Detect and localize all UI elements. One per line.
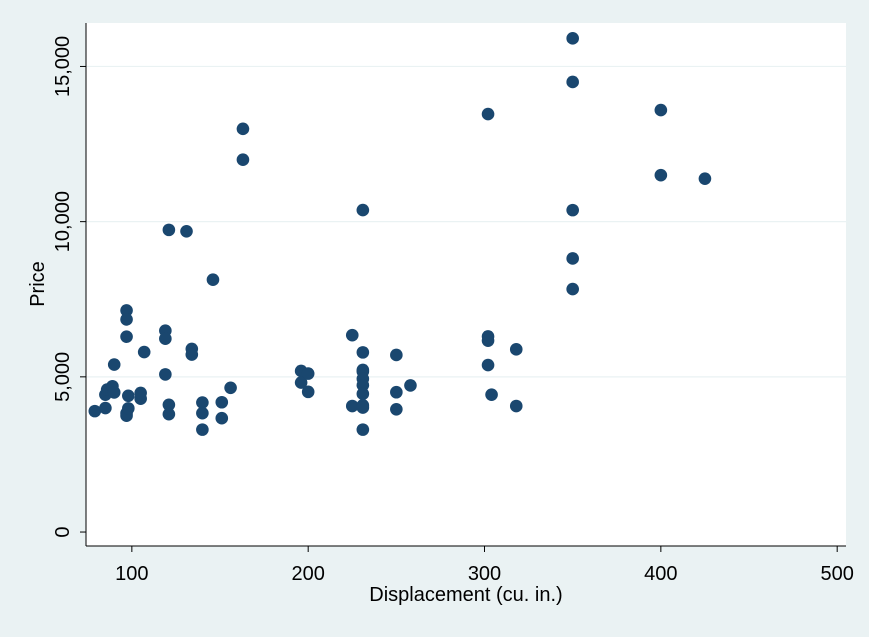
data-point <box>120 330 133 343</box>
data-point <box>294 376 308 389</box>
data-point <box>162 407 176 421</box>
data-point <box>137 345 151 359</box>
data-point <box>566 203 579 217</box>
x-tick-label: 300 <box>468 563 501 585</box>
data-point <box>107 386 121 399</box>
y-tick-label: 5,000 <box>52 352 74 402</box>
data-point <box>509 343 523 356</box>
y-tick-label: 10,000 <box>52 191 74 252</box>
data-point <box>390 348 403 362</box>
data-point <box>481 334 495 347</box>
ticks: 0 5,000 10,000 15,000 100 200 300 400 500 <box>52 36 854 585</box>
data-point <box>566 32 579 45</box>
data-point <box>356 423 370 436</box>
data-point <box>698 172 712 185</box>
x-tick-label: 500 <box>820 563 853 585</box>
data-point <box>566 282 579 296</box>
data-point <box>236 153 250 167</box>
data-point <box>122 389 135 403</box>
x-tick-label: 200 <box>291 563 324 585</box>
x-axis-title: Displacement (cu. in.) <box>369 584 562 606</box>
data-point <box>206 273 220 287</box>
data-point <box>404 379 417 392</box>
data-point <box>345 328 359 342</box>
data-point <box>162 223 176 237</box>
y-tick-label: 15,000 <box>52 36 74 97</box>
data-point <box>107 358 121 371</box>
data-point <box>356 346 370 359</box>
data-point <box>301 385 315 399</box>
axes <box>85 23 846 547</box>
data-point <box>481 358 495 372</box>
data-point <box>99 401 112 415</box>
plot-area <box>86 23 846 546</box>
data-point <box>196 423 209 436</box>
y-tick-label: 0 <box>52 526 74 537</box>
x-tick-label: 100 <box>115 563 148 585</box>
data-point <box>356 378 370 392</box>
data-point <box>196 406 209 420</box>
data-points <box>88 32 712 436</box>
x-tick-label: 400 <box>644 563 677 585</box>
data-point <box>566 75 579 89</box>
data-point <box>654 168 668 182</box>
data-point <box>224 381 237 395</box>
data-point <box>356 203 370 217</box>
gridlines <box>86 65 846 378</box>
data-point <box>390 402 403 416</box>
data-point <box>162 398 176 412</box>
data-point <box>566 252 579 265</box>
data-point <box>159 332 172 345</box>
data-point <box>390 385 403 399</box>
data-point <box>215 395 229 409</box>
data-point <box>120 313 133 326</box>
data-point <box>509 399 523 413</box>
data-point <box>481 107 495 121</box>
data-point <box>159 368 172 381</box>
data-point <box>356 401 370 414</box>
data-point <box>356 387 370 401</box>
data-point <box>120 304 133 317</box>
y-axis-title: Price <box>27 261 49 307</box>
data-point <box>236 122 250 136</box>
data-point <box>185 348 199 361</box>
data-point <box>215 411 229 425</box>
data-point <box>88 404 102 418</box>
data-point <box>345 399 359 413</box>
data-point <box>134 386 147 400</box>
data-point <box>301 367 315 380</box>
data-point <box>196 396 209 409</box>
data-point <box>654 103 668 117</box>
data-point <box>485 388 498 401</box>
data-point <box>180 224 193 238</box>
data-point <box>122 402 135 415</box>
